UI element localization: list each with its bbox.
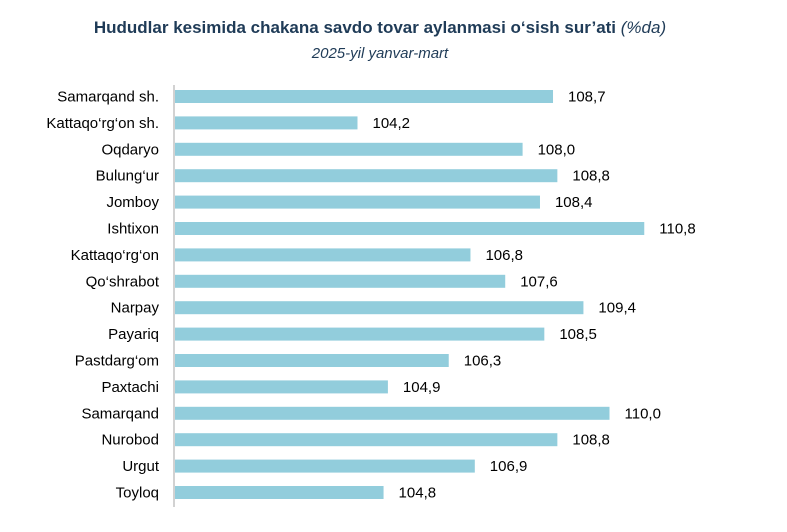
bar [175,222,645,235]
category-label: Toyloq [116,485,159,502]
value-label: 106,8 [485,247,523,264]
bar [175,406,610,420]
bar [175,274,506,288]
bar [175,90,554,103]
category-label: Narpay [111,300,160,317]
chart-title-text: Hududlar kesimida chakana savdo tovar ay… [94,18,616,37]
category-label: Nurobod [101,432,159,449]
bar [175,380,388,394]
category-label: Kattaqo‘rg‘on [71,247,159,264]
chart-title: Hududlar kesimida chakana savdo tovar ay… [94,18,666,37]
value-label: 107,6 [520,273,558,290]
value-label: 108,8 [572,168,610,185]
category-label: Samarqand [81,405,159,422]
value-label: 108,5 [559,326,597,343]
category-label: Payariq [108,326,159,343]
value-label: 108,4 [555,194,593,211]
value-label: 104,9 [403,379,441,396]
category-label: Oqdaryo [101,141,159,158]
value-label: 110,0 [625,405,661,422]
bar [175,116,358,130]
bar [175,195,540,209]
category-label: Bulung‘ur [96,168,159,185]
category-label: Jomboy [106,194,159,211]
bar [175,248,471,262]
value-label: 104,2 [372,115,410,132]
value-label: 110,8 [659,221,695,238]
chart-title-unit: (%da) [621,18,666,37]
category-label: Urgut [122,458,160,475]
value-label: 106,9 [490,458,528,475]
bar [175,327,545,341]
category-label: Pastdarg‘om [75,353,159,370]
value-label: 108,0 [538,141,576,158]
bar [175,354,449,367]
category-label: Qo‘shrabot [86,273,160,290]
value-label: 108,7 [568,89,606,106]
value-label: 106,3 [464,353,502,370]
chart-subtitle: 2025-yil yanvar-mart [311,45,449,62]
value-label: 109,4 [598,300,636,317]
category-label: Paxtachi [101,379,159,396]
bar [175,301,584,315]
category-label: Ishtixon [107,221,159,238]
plot-area: Samarqand sh. 108,7 Kattaqo‘rg‘on sh. 104,2… [46,89,695,502]
bar [175,486,384,499]
value-label: 104,8 [399,485,437,502]
bar [175,142,523,156]
bar [175,459,475,473]
value-label: 108,8 [572,432,610,449]
category-label: Samarqand sh. [57,89,159,106]
category-label: Kattaqo‘rg‘on sh. [46,115,159,132]
bar [175,169,558,183]
bar [175,433,558,447]
